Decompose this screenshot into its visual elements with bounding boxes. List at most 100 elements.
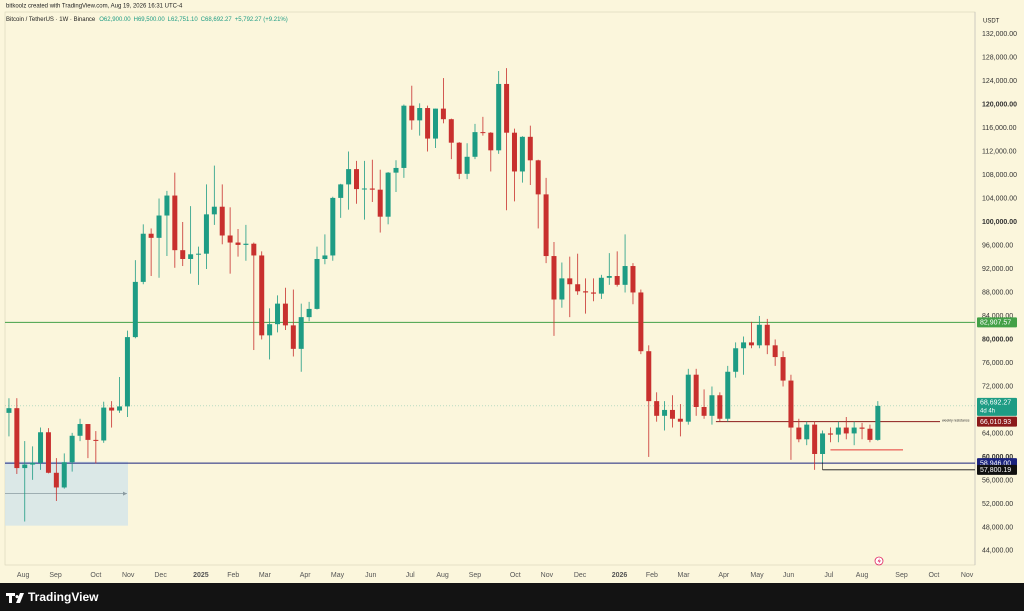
- x-tick-label: Nov: [122, 572, 135, 579]
- candle-body: [480, 132, 486, 134]
- candle-body: [196, 253, 202, 255]
- y-tick-label: 48,000.00: [982, 524, 1013, 531]
- x-tick-label: Mar: [259, 572, 272, 579]
- brand-logo: [6, 593, 24, 603]
- x-tick-label: Sep: [49, 572, 62, 579]
- y-tick-label: 92,000.00: [982, 266, 1013, 273]
- candle-body: [614, 276, 620, 285]
- y-tick-label: 108,000.00: [982, 172, 1017, 179]
- candle-body: [504, 83, 510, 133]
- candle-body: [717, 395, 723, 419]
- candle-body: [820, 433, 826, 454]
- candle-body: [496, 83, 502, 151]
- x-tick-label: Dec: [154, 572, 167, 579]
- x-tick-label: May: [331, 572, 345, 579]
- candle-body: [314, 258, 320, 309]
- symbol-line: Bitcoin / TetherUS · 1W · Binance O62,900…: [6, 17, 288, 23]
- y-tick-label: 132,000.00: [982, 31, 1017, 38]
- candle-body: [30, 462, 36, 465]
- candle-body: [290, 325, 296, 349]
- candle-body: [85, 424, 91, 440]
- candle-body: [638, 292, 644, 352]
- candle-body: [669, 409, 675, 419]
- x-tick-label: Nov: [541, 572, 554, 579]
- candle-body: [322, 255, 328, 259]
- candle-body: [590, 292, 596, 294]
- candle-body: [843, 427, 849, 434]
- y-tick-label: 116,000.00: [982, 125, 1017, 132]
- candle-body: [385, 172, 391, 217]
- candle-body: [583, 291, 589, 293]
- candle-body: [354, 169, 360, 190]
- candle-body: [282, 303, 288, 326]
- candle-body: [567, 278, 573, 285]
- x-tick-label: Oct: [510, 572, 521, 579]
- candle-body: [804, 424, 810, 440]
- price-label: 57,800.19: [980, 467, 1011, 474]
- y-tick-label: 112,000.00: [982, 148, 1017, 155]
- candle-body: [733, 348, 739, 372]
- candle-body: [180, 250, 186, 259]
- y-tick-label: 128,000.00: [982, 54, 1017, 61]
- x-tick-label: Jun: [783, 572, 794, 579]
- candle-body: [259, 255, 265, 336]
- x-tick-label: Jun: [365, 572, 376, 579]
- x-tick-label: Nov: [961, 572, 974, 579]
- y-tick-label: 124,000.00: [982, 78, 1017, 85]
- candle-body: [780, 357, 786, 381]
- candle-body: [693, 374, 699, 407]
- candle-body: [330, 197, 336, 256]
- x-tick-label: Feb: [227, 572, 239, 579]
- candle-body: [346, 169, 352, 185]
- candle-body: [488, 132, 494, 151]
- candle-body: [772, 345, 778, 358]
- candle-body: [654, 401, 660, 416]
- candle-body: [417, 108, 423, 121]
- x-tick-label: Apr: [718, 572, 730, 579]
- candle-body: [725, 371, 731, 419]
- candle-body: [425, 108, 431, 139]
- candle-body: [409, 105, 415, 121]
- candle-body: [22, 464, 28, 469]
- candle-body: [306, 308, 312, 318]
- x-tick-label: Dec: [574, 572, 587, 579]
- candle-body: [685, 374, 691, 422]
- candle-body: [109, 407, 115, 411]
- candle-body: [243, 243, 249, 245]
- x-tick-label: Aug: [856, 572, 869, 579]
- candle-body: [219, 206, 225, 236]
- candle-body: [511, 132, 517, 172]
- level-note: weekly resistance: [942, 419, 970, 423]
- candle-body: [211, 206, 217, 215]
- y-tick-label: 104,000.00: [982, 195, 1017, 202]
- x-tick-label: Sep: [469, 572, 482, 579]
- y-tick-label: 64,000.00: [982, 430, 1013, 437]
- candle-body: [93, 439, 99, 441]
- candle-body: [203, 214, 209, 254]
- candle-body: [622, 266, 628, 285]
- x-tick-label: Feb: [646, 572, 658, 579]
- y-tick-label: 44,000.00: [982, 548, 1013, 555]
- candle-body: [875, 405, 881, 440]
- ohlc-low: L62,751.10: [168, 17, 199, 23]
- candle-body: [448, 119, 454, 143]
- candle-body: [132, 281, 138, 338]
- candle-body: [741, 342, 747, 349]
- candle-body: [148, 233, 154, 238]
- candle-body: [361, 188, 367, 190]
- x-tick-label: Oct: [90, 572, 101, 579]
- price-label-box: [977, 397, 1017, 416]
- x-tick-label: Aug: [17, 572, 30, 579]
- y-tick-label: 56,000.00: [982, 477, 1013, 484]
- ohlc-close: C68,692.27: [201, 17, 233, 23]
- x-tick-label: 2026: [612, 572, 628, 579]
- x-tick-label: Apr: [300, 572, 312, 579]
- candle-body: [77, 424, 83, 436]
- y-tick-label: 96,000.00: [982, 242, 1013, 249]
- candle-body: [401, 105, 407, 168]
- candle-body: [598, 277, 604, 294]
- candle-body: [543, 194, 549, 257]
- candle-body: [227, 235, 233, 243]
- x-tick-label: Jul: [406, 572, 415, 579]
- candle-body: [559, 278, 565, 300]
